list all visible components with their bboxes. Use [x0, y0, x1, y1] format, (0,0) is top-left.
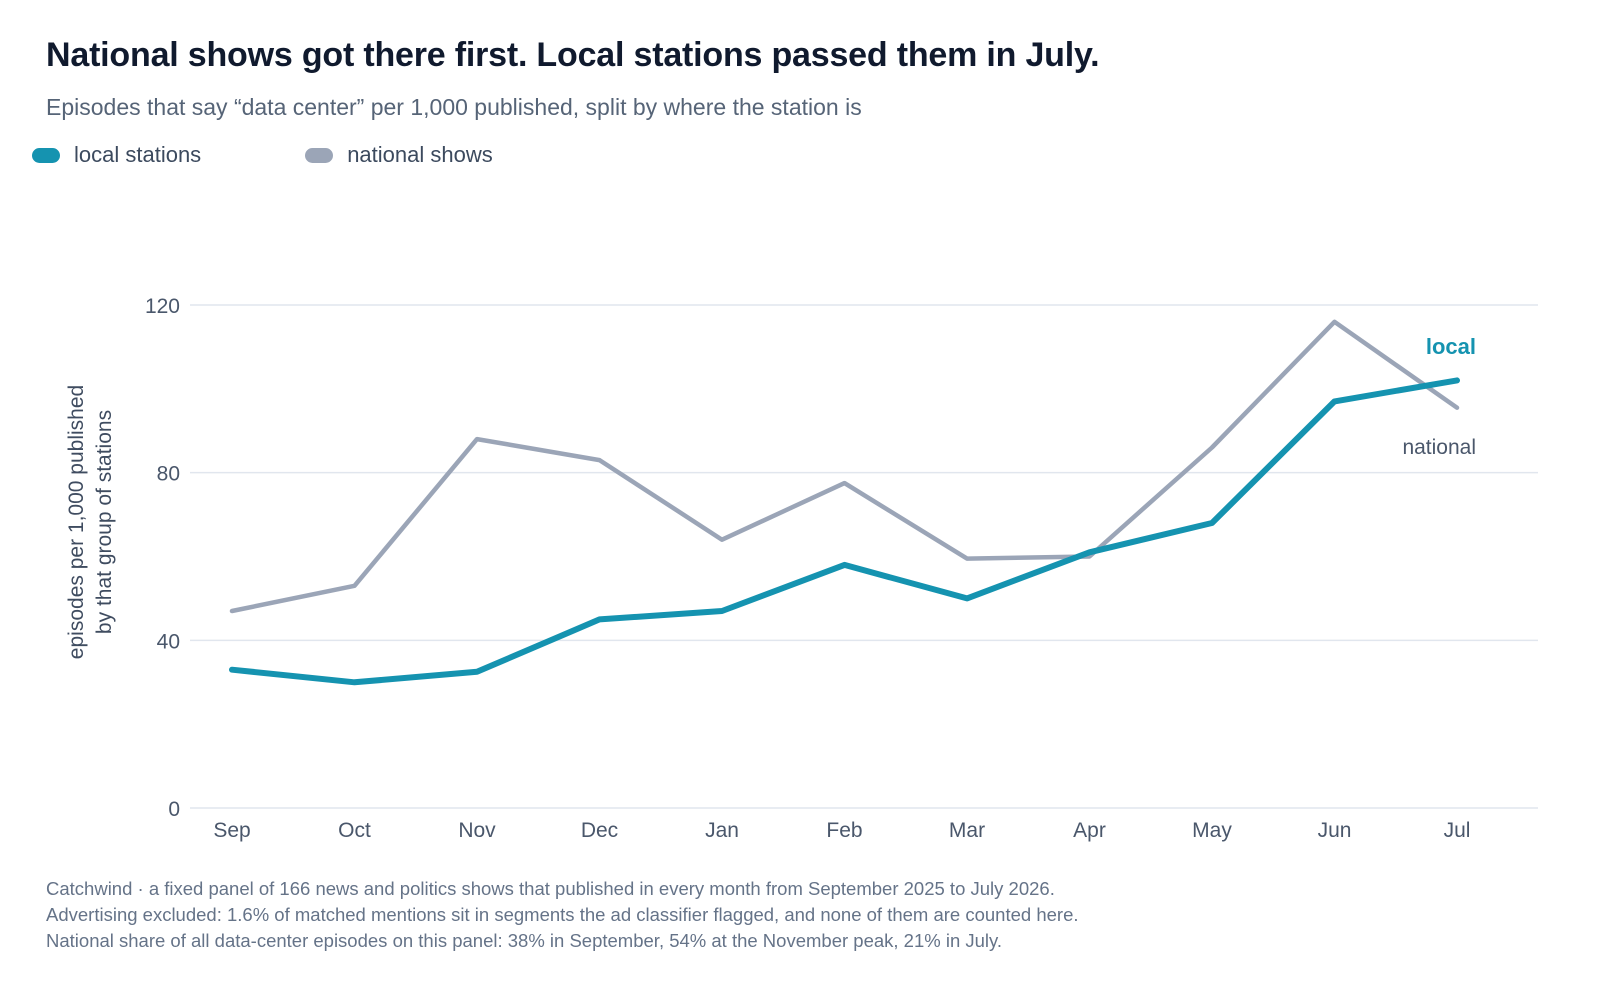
- y-tick-label: 80: [157, 463, 180, 486]
- x-tick-label: May: [1192, 819, 1232, 842]
- legend-label-national: national shows: [347, 142, 493, 167]
- x-tick-label: Dec: [581, 819, 618, 842]
- y-axis-title-line1: episodes per 1,000 published: [65, 385, 88, 659]
- chart-subtitle: Episodes that say “data center” per 1,00…: [46, 94, 862, 120]
- legend-swatch-national: [305, 147, 334, 163]
- legend: local stations national shows: [32, 142, 597, 168]
- x-tick-label: Mar: [949, 819, 985, 842]
- series-line-local: [229, 377, 1460, 686]
- y-tick-label: 40: [157, 630, 180, 653]
- x-tick-label: Sep: [213, 819, 250, 842]
- x-tick-label: Apr: [1073, 819, 1106, 842]
- x-tick-label: Jun: [1318, 819, 1352, 842]
- y-axis-title-line2: by that group of stations: [93, 410, 116, 634]
- legend-item-national: national shows: [305, 142, 493, 168]
- y-tick-label: 0: [168, 798, 180, 821]
- x-tick-label: Nov: [458, 819, 496, 842]
- footer-notes: Catchwind · a fixed panel of 166 news an…: [46, 876, 1079, 954]
- legend-item-local: local stations: [32, 142, 201, 168]
- x-tick-label: Jul: [1444, 819, 1471, 842]
- series-line-national: [229, 319, 1460, 614]
- legend-swatch-local: [32, 147, 60, 163]
- end-label-local: local: [1426, 334, 1476, 359]
- footer-line-advertising: Advertising excluded: 1.6% of matched me…: [46, 904, 1079, 925]
- x-tick-label: Oct: [338, 819, 371, 842]
- chart-title: National shows got there first. Local st…: [46, 36, 1100, 74]
- footer-line-national-share: National share of all data-center episod…: [46, 930, 1003, 951]
- legend-label-local: local stations: [74, 142, 202, 167]
- x-tick-label: Feb: [826, 819, 862, 842]
- footer-line-source: Catchwind · a fixed panel of 166 news an…: [46, 878, 1055, 899]
- x-tick-label: Jan: [705, 819, 739, 842]
- end-label-national: national: [1402, 436, 1476, 459]
- y-axis-title: episodes per 1,000 published by that grou…: [65, 385, 116, 659]
- y-tick-label: 120: [145, 295, 180, 318]
